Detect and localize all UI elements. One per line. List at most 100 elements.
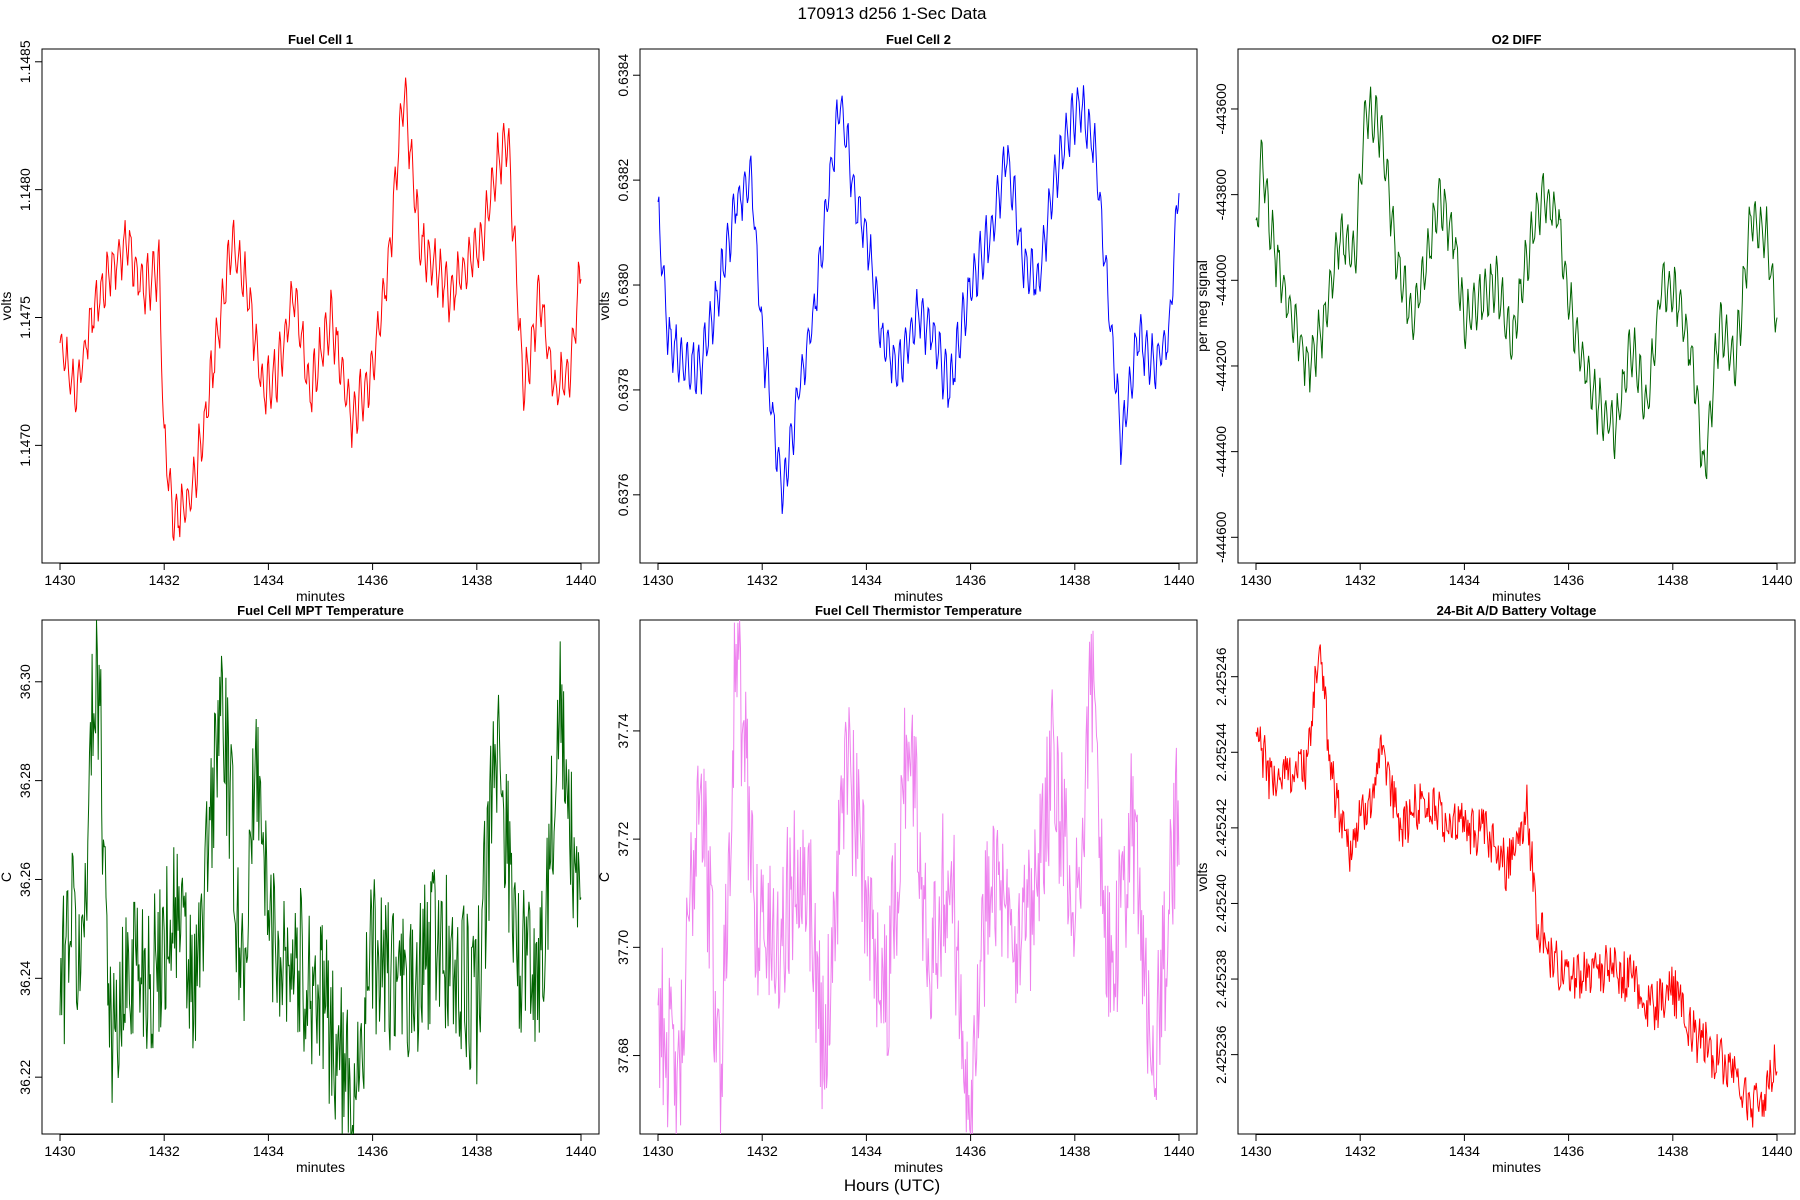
x-axis-label: minutes [894, 1159, 943, 1175]
x-tick-label: 1434 [253, 1143, 284, 1159]
x-axis-label: minutes [296, 588, 345, 604]
x-tick-label: 1440 [1761, 572, 1792, 588]
panel-title: Fuel Cell 2 [886, 32, 951, 47]
panels: Fuel Cell 1 1430 1432 1434 1436 1438 1440 minut… [0, 32, 1796, 1175]
panel-4: Fuel Cell MPT Temperature 1430 1432 1434 143… [0, 603, 600, 1175]
panel-5: Fuel Cell Thermistor Temperature 1430 1432… [596, 603, 1198, 1175]
panel-title: Fuel Cell Thermistor Temperature [815, 603, 1022, 618]
x-tick-label: 1436 [357, 1143, 388, 1159]
y-tick-label: 2.425238 [1213, 950, 1229, 1009]
y-tick-label: 36.26 [17, 862, 33, 897]
y-tick-label: 2.425242 [1213, 798, 1229, 857]
x-tick-label: 1434 [851, 1143, 882, 1159]
x-tick-label: 1432 [1345, 572, 1376, 588]
x-tick-label: 1430 [1240, 572, 1271, 588]
x-tick-label: 1432 [149, 572, 180, 588]
y-axis-label: C [596, 872, 612, 882]
y-tick-label: -444600 [1213, 511, 1229, 563]
plot-frame [41, 619, 600, 1135]
y-tick-label: -443800 [1213, 169, 1229, 221]
y-tick-label: 37.72 [615, 821, 631, 856]
y-axis-label: per meg signal [1194, 260, 1210, 352]
x-tick-label: 1440 [565, 1143, 596, 1159]
panel-2: Fuel Cell 2 1430 1432 1434 1436 1438 1440 minut… [596, 32, 1198, 604]
y-tick-label: -443600 [1213, 83, 1229, 135]
x-axis-label: minutes [296, 1159, 345, 1175]
y-tick-label: 1.1475 [17, 296, 33, 339]
x-axis-label: minutes [1492, 588, 1541, 604]
x-tick-label: 1436 [1553, 1143, 1584, 1159]
x-tick-label: 1434 [851, 572, 882, 588]
y-tick-label: 36.28 [17, 763, 33, 798]
y-tick-label: 2.425236 [1213, 1025, 1229, 1084]
plot-frame [41, 48, 600, 564]
y-tick-label: 37.70 [615, 930, 631, 965]
y-tick-label: 36.24 [17, 961, 33, 996]
x-tick-label: 1438 [461, 1143, 492, 1159]
y-axis-label: volts [1194, 863, 1210, 892]
x-tick-label: 1432 [1345, 1143, 1376, 1159]
y-tick-label: -444400 [1213, 426, 1229, 478]
y-axis-label: C [0, 872, 14, 882]
y-tick-label: 0.6380 [615, 263, 631, 306]
y-tick-label: 2.425240 [1213, 874, 1229, 933]
x-tick-label: 1440 [1163, 572, 1194, 588]
x-tick-label: 1432 [149, 1143, 180, 1159]
x-tick-label: 1436 [357, 572, 388, 588]
x-tick-label: 1430 [642, 1143, 673, 1159]
x-tick-label: 1430 [44, 572, 75, 588]
y-tick-label: 0.6382 [615, 159, 631, 202]
x-axis-label: minutes [894, 588, 943, 604]
x-axis-label: minutes [1492, 1159, 1541, 1175]
y-tick-label: 1.1470 [17, 424, 33, 467]
series-line [59, 77, 582, 541]
y-tick-label: 36.22 [17, 1059, 33, 1094]
y-tick-label: 0.6376 [615, 473, 631, 516]
x-tick-label: 1434 [253, 572, 284, 588]
y-tick-label: 1.1485 [17, 40, 33, 83]
panel-title: Fuel Cell 1 [288, 32, 353, 47]
y-tick-label: 37.74 [615, 713, 631, 748]
y-tick-label: 2.425246 [1213, 647, 1229, 706]
panel-6: 24-Bit A/D Battery Voltage 1430 1432 1434 14… [1194, 603, 1796, 1175]
x-tick-label: 1432 [747, 572, 778, 588]
y-tick-label: -444000 [1213, 254, 1229, 306]
x-tick-label: 1432 [747, 1143, 778, 1159]
x-tick-label: 1430 [1240, 1143, 1271, 1159]
series-line [657, 85, 1180, 514]
panel-1: Fuel Cell 1 1430 1432 1434 1436 1438 1440 minut… [0, 32, 600, 604]
plot-frame [1237, 48, 1796, 564]
y-tick-label: 2.425244 [1213, 723, 1229, 782]
x-tick-label: 1440 [1761, 1143, 1792, 1159]
series-line [1255, 644, 1778, 1128]
x-tick-label: 1440 [565, 572, 596, 588]
x-tick-label: 1438 [461, 572, 492, 588]
x-tick-label: 1438 [1657, 572, 1688, 588]
y-tick-label: -444200 [1213, 340, 1229, 392]
panel-title: 24-Bit A/D Battery Voltage [1437, 603, 1597, 618]
y-tick-label: 36.30 [17, 664, 33, 699]
x-tick-label: 1430 [642, 572, 673, 588]
x-tick-label: 1438 [1059, 572, 1090, 588]
plot-frame [639, 48, 1198, 564]
y-axis-label: volts [596, 292, 612, 321]
y-tick-label: 1.1480 [17, 168, 33, 211]
x-tick-label: 1438 [1059, 1143, 1090, 1159]
series-line [657, 619, 1180, 1135]
series-line [59, 619, 582, 1135]
x-tick-label: 1436 [955, 572, 986, 588]
x-tick-label: 1436 [1553, 572, 1584, 588]
y-tick-label: 0.6384 [615, 54, 631, 97]
x-tick-label: 1430 [44, 1143, 75, 1159]
y-axis-label: volts [0, 292, 14, 321]
figure-title: 170913 d256 1-Sec Data [797, 4, 987, 23]
y-tick-label: 37.68 [615, 1038, 631, 1073]
series-line [1255, 86, 1778, 480]
x-tick-label: 1440 [1163, 1143, 1194, 1159]
x-tick-label: 1438 [1657, 1143, 1688, 1159]
panel-title: Fuel Cell MPT Temperature [237, 603, 404, 618]
x-tick-label: 1436 [955, 1143, 986, 1159]
figure-xlabel: Hours (UTC) [844, 1176, 940, 1195]
x-tick-label: 1434 [1449, 572, 1480, 588]
